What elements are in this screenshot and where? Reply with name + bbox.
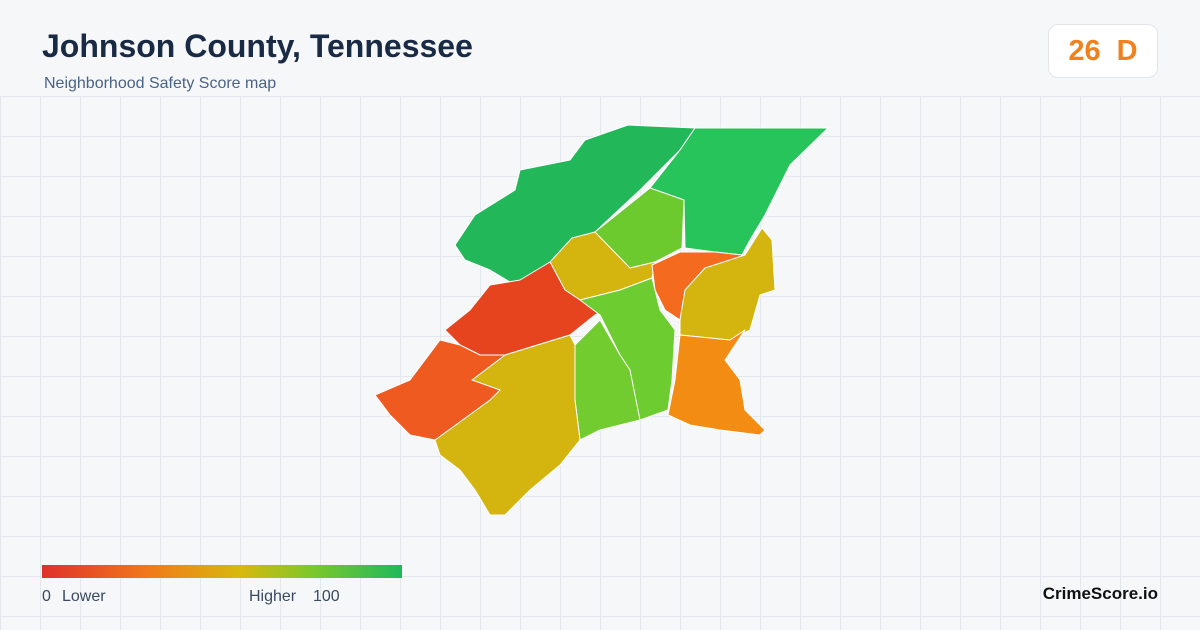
legend-max: 100 — [313, 588, 340, 605]
region — [374, 339, 506, 441]
legend-min-label: Lower — [62, 588, 106, 605]
legend-max-label: Higher — [249, 588, 297, 605]
legend-gradient — [42, 565, 402, 578]
score-value: 26 — [1068, 34, 1101, 67]
legend-min: 0 — [42, 588, 51, 605]
score-grade: D — [1116, 34, 1138, 67]
title: Johnson County, Tennessee — [42, 28, 473, 64]
subtitle: Neighborhood Safety Score map — [44, 75, 277, 92]
region — [667, 329, 766, 436]
region — [434, 334, 581, 516]
score-badge: 26 D — [1048, 24, 1158, 78]
brand: CrimeScore.io — [1042, 584, 1158, 603]
region — [679, 227, 776, 341]
